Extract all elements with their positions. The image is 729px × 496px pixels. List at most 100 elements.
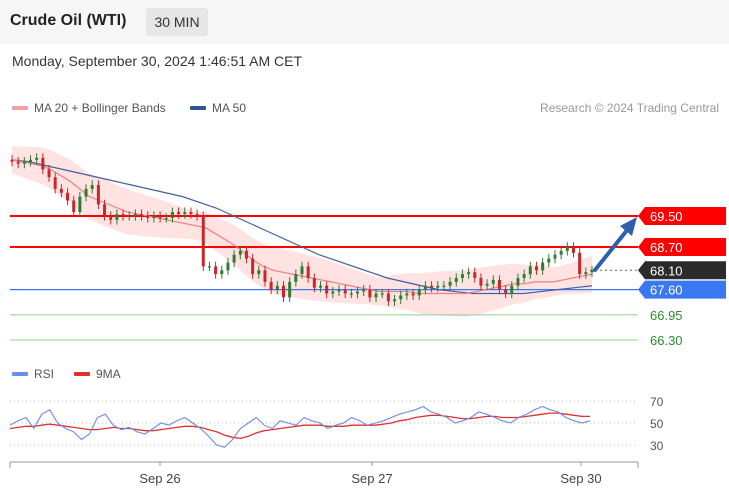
candle-body — [510, 285, 514, 294]
candle-body — [103, 204, 107, 216]
candle-body — [393, 299, 397, 302]
candle-body — [504, 289, 508, 294]
candle-body — [497, 279, 501, 290]
candle-body — [16, 161, 20, 164]
candle-body — [90, 185, 94, 189]
candle-body — [281, 285, 285, 298]
legend-ma20-label: MA 20 + Bollinger Bands — [34, 101, 166, 115]
candle-body — [140, 214, 144, 216]
candle-body — [109, 216, 113, 220]
candle-body — [368, 289, 372, 298]
candle-body — [78, 196, 82, 213]
candle-body — [485, 283, 489, 286]
candle-body — [146, 216, 150, 218]
candle-body — [565, 247, 569, 251]
candle-body — [158, 216, 162, 218]
candle-body — [430, 285, 434, 288]
rsi-line — [9, 405, 591, 448]
price-tag-68.10 — [638, 261, 726, 280]
legend-9ma: 9MA — [74, 367, 121, 381]
candle-body — [214, 266, 218, 275]
forecast-arrow — [593, 227, 630, 272]
candle-body — [442, 285, 446, 287]
candle-body — [491, 279, 495, 284]
candle-body — [201, 216, 205, 267]
candle-body — [534, 266, 538, 271]
candle-body — [417, 289, 421, 296]
candle-body — [152, 216, 156, 218]
candle-body — [343, 289, 347, 294]
candle-body — [29, 159, 33, 162]
legend-rsi: RSI — [12, 367, 54, 381]
price-label-68.10: 68.10 — [650, 263, 683, 278]
ma20-swatch-icon — [12, 106, 28, 110]
candle-body — [319, 285, 323, 288]
candle-body — [207, 266, 211, 268]
candle-body — [288, 281, 292, 298]
candle-body — [454, 278, 458, 282]
bollinger-band — [12, 146, 592, 317]
price-label-68.70: 68.70 — [650, 240, 683, 255]
rsi-swatch-icon — [12, 372, 28, 376]
candle-body — [251, 258, 255, 275]
candle-body — [183, 212, 187, 215]
candle-body — [238, 250, 242, 255]
header-bar: Crude Oil (WTI) 30 MIN — [0, 0, 729, 44]
ma50-line — [11, 159, 593, 295]
candle-body — [226, 262, 230, 271]
price-tag-67.60 — [638, 280, 726, 299]
candle-body — [578, 252, 582, 275]
candle-body — [590, 270, 594, 273]
price-tag-68.70 — [638, 238, 726, 256]
9ma-swatch-icon — [74, 372, 90, 376]
rsi-tick-30: 30 — [650, 439, 664, 453]
candle-body — [232, 254, 236, 263]
legend-ma50: MA 50 — [190, 101, 246, 115]
candle-body — [10, 159, 14, 162]
candle-body — [53, 177, 57, 189]
candle-body — [553, 254, 557, 259]
candle-body — [448, 281, 452, 286]
timeframe-button[interactable]: 30 MIN — [146, 8, 208, 36]
candle-body — [189, 212, 193, 215]
candle-body — [41, 157, 45, 170]
candle-body — [96, 185, 100, 205]
datetime-label: Monday, September 30, 2024 1:46:51 AM CE… — [12, 53, 303, 69]
candle-body — [121, 214, 125, 216]
rsi-ma-line — [9, 412, 590, 440]
candle-body — [337, 289, 341, 292]
candle-body — [380, 293, 384, 295]
forecast-arrowhead-icon — [620, 217, 637, 236]
candle-body — [405, 293, 409, 296]
candle-body — [306, 266, 310, 278]
candle-body — [164, 217, 168, 220]
rsi-tick-50: 50 — [650, 417, 664, 431]
candle-body — [331, 291, 335, 294]
research-credit: Research © 2024 Trading Central — [540, 101, 719, 115]
candle-body — [349, 293, 353, 295]
candle-body — [312, 278, 316, 288]
price-label-67.60: 67.60 — [650, 283, 683, 298]
candle-body — [257, 270, 261, 275]
candle-body — [66, 192, 70, 201]
candle-body — [571, 247, 575, 253]
legend-ma50-label: MA 50 — [212, 101, 247, 115]
candle-body — [133, 214, 137, 216]
candle-body — [170, 212, 174, 218]
candle-body — [263, 270, 267, 282]
candle-body — [35, 157, 39, 160]
candle-body — [59, 188, 63, 193]
candle-body — [436, 285, 440, 288]
candle-body — [325, 285, 329, 294]
ma50-swatch-icon — [190, 106, 206, 110]
legend-rsi-label: RSI — [34, 367, 55, 381]
candle-body — [423, 285, 427, 290]
candle-body — [479, 278, 483, 286]
price-tag-69.50 — [638, 207, 726, 225]
candle-body — [72, 200, 76, 213]
candle-body — [399, 295, 403, 300]
x-tick-label-1: Sep 27 — [351, 471, 392, 486]
instrument-title: Crude Oil (WTI) — [10, 12, 127, 29]
candle-body — [84, 188, 88, 197]
